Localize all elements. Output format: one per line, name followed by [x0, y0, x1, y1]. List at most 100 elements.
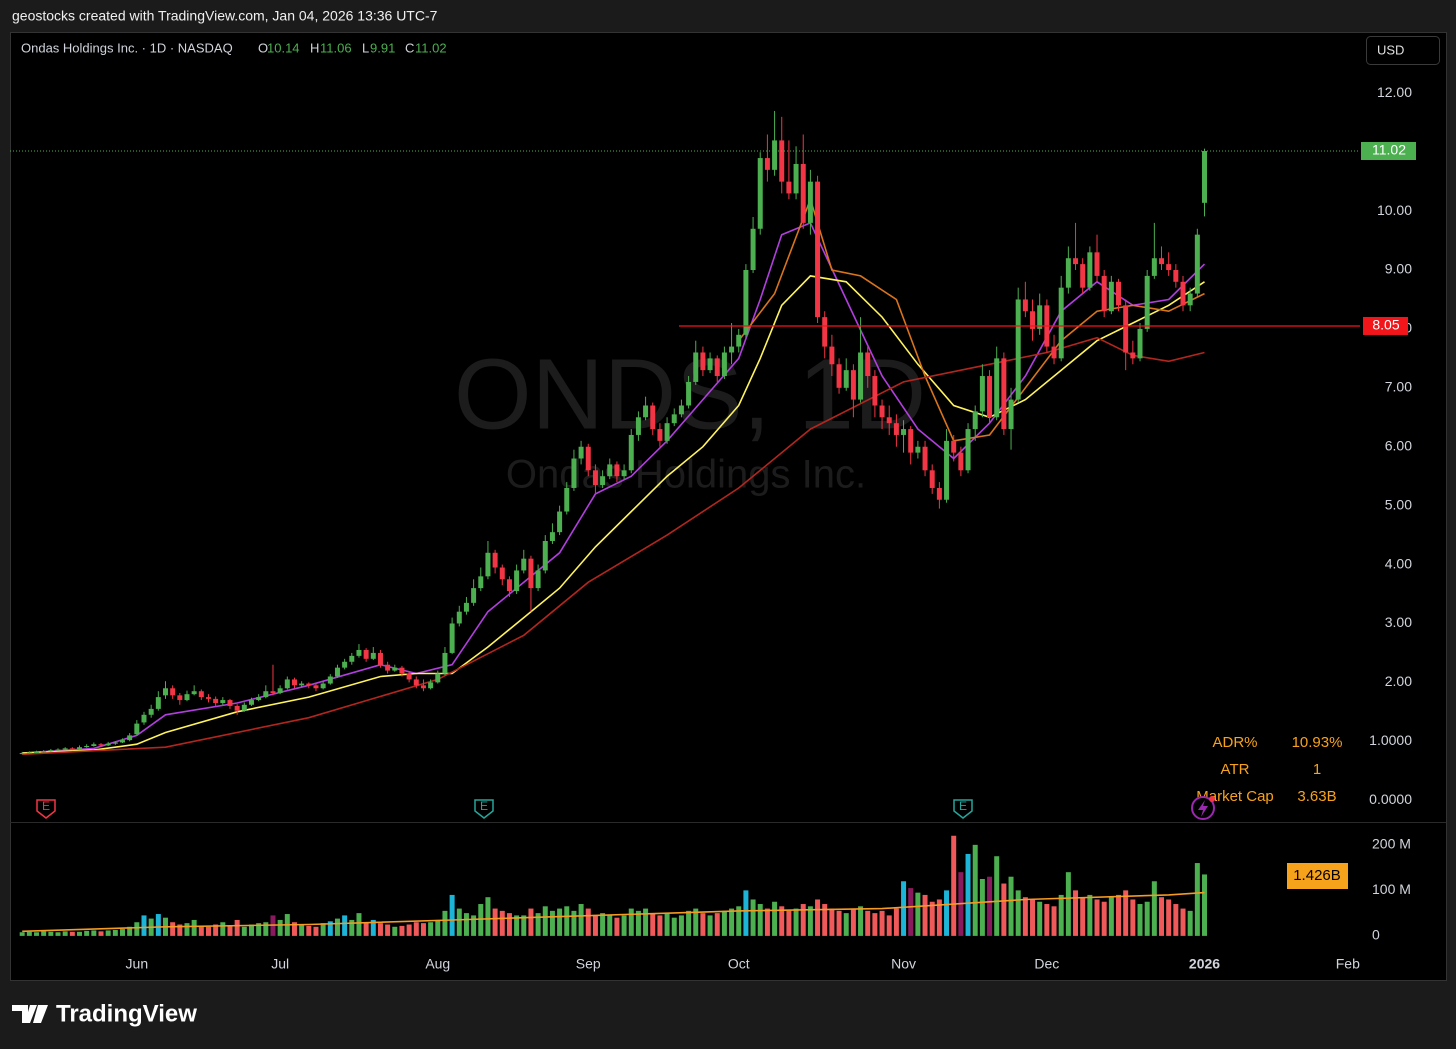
volume-bar	[549, 910, 555, 936]
lightning-icon[interactable]	[1191, 796, 1215, 820]
candle-body	[406, 673, 412, 680]
candle-body	[714, 358, 720, 377]
volume-bar	[815, 899, 821, 936]
candle-body	[951, 440, 957, 453]
volume-bar	[886, 915, 892, 936]
candle-body	[198, 691, 204, 698]
volume-bar	[62, 931, 68, 936]
candle-body	[664, 423, 670, 441]
candle-body	[936, 487, 942, 500]
volume-bar	[686, 910, 692, 936]
earnings-badge[interactable]	[36, 799, 56, 819]
candle-body	[979, 376, 985, 412]
volume-bar	[592, 915, 598, 936]
earnings-badge[interactable]	[953, 799, 973, 819]
y-tick-label: 1.0000	[1369, 732, 1412, 748]
volume-bar	[707, 915, 713, 936]
candle-body	[449, 623, 455, 653]
candle-body	[521, 558, 527, 571]
candle-body	[342, 661, 348, 668]
volume-bar	[535, 913, 541, 936]
candle-body	[1173, 270, 1179, 282]
candle-body	[1151, 258, 1157, 276]
candle-body	[1144, 275, 1150, 329]
volume-bar	[248, 924, 254, 936]
candle-body	[155, 697, 161, 709]
volume-bar	[256, 923, 262, 936]
volume-bar	[191, 919, 197, 936]
volume-bar	[643, 908, 649, 936]
candle-body	[478, 576, 484, 589]
currency-button[interactable]	[1366, 36, 1440, 65]
stat-value: 3.63B	[1297, 788, 1336, 805]
x-tick-label: 2026	[1189, 956, 1220, 972]
candle-body	[1073, 258, 1079, 265]
candle-body	[564, 487, 570, 512]
volume-bar	[1123, 890, 1129, 936]
x-tick-label: Nov	[891, 956, 916, 972]
volume-bar	[349, 919, 355, 936]
candle-body	[284, 679, 290, 689]
volume-bar	[1108, 897, 1114, 936]
volume-bar	[994, 856, 1000, 936]
y-tick-label: 9.00	[1385, 261, 1412, 277]
volume-bar	[1087, 894, 1093, 936]
candle-body	[191, 691, 197, 695]
volume-bar	[1030, 899, 1036, 936]
volume-bar	[456, 908, 462, 936]
candle-body	[1008, 399, 1014, 430]
moving-average	[22, 275, 1205, 754]
candle-body	[915, 446, 921, 453]
volume-bar	[628, 908, 634, 936]
candle-body	[428, 682, 434, 689]
candle-body	[1116, 281, 1122, 306]
earnings-badge[interactable]	[474, 799, 494, 819]
volume-bar	[406, 924, 412, 936]
y-tick-label: 100 M	[1372, 881, 1411, 897]
candle-body	[1022, 299, 1028, 312]
volume-bar	[356, 913, 362, 936]
volume-bar	[693, 908, 699, 936]
volume-bar	[492, 908, 498, 936]
candle-body	[1037, 305, 1043, 329]
volume-bar	[1151, 881, 1157, 936]
candle-body	[729, 346, 735, 353]
candle-body	[786, 181, 792, 194]
volume-bar	[170, 922, 176, 936]
volume-bar	[184, 923, 190, 936]
candle-body	[815, 181, 821, 318]
volume-bar	[800, 904, 806, 936]
candle-body	[413, 679, 419, 686]
volume-bar	[420, 923, 426, 936]
candle-body	[134, 723, 140, 735]
candle-body	[807, 181, 813, 223]
stat-label: ATR	[1221, 761, 1250, 778]
volume-bar	[499, 910, 505, 936]
volume-bar	[764, 908, 770, 936]
volume-bar	[1137, 904, 1143, 936]
volume-bar	[979, 878, 985, 936]
volume-bar	[1008, 876, 1014, 936]
candle-body	[148, 708, 154, 715]
volume-bar	[542, 906, 548, 936]
volume-bar	[1194, 863, 1200, 936]
candle-body	[435, 673, 441, 683]
volume-bar	[413, 922, 419, 936]
y-tick-label: 2.00	[1385, 673, 1412, 689]
ohlc-value: 9.91	[370, 40, 395, 55]
candle-body	[1094, 252, 1100, 276]
volume-bar	[836, 910, 842, 936]
candle-body	[779, 140, 785, 182]
candle-body	[184, 694, 190, 701]
x-tick-label: Dec	[1034, 956, 1059, 972]
volume-bar	[972, 844, 978, 936]
volume-bar	[105, 930, 111, 936]
candle-body	[385, 664, 391, 671]
candle-body	[643, 405, 649, 418]
candle-body	[865, 352, 871, 377]
candle-body	[822, 317, 828, 347]
candle-body	[836, 364, 842, 388]
volume-bar	[485, 897, 491, 936]
volume-bar	[98, 931, 104, 936]
candle-body	[248, 700, 254, 705]
